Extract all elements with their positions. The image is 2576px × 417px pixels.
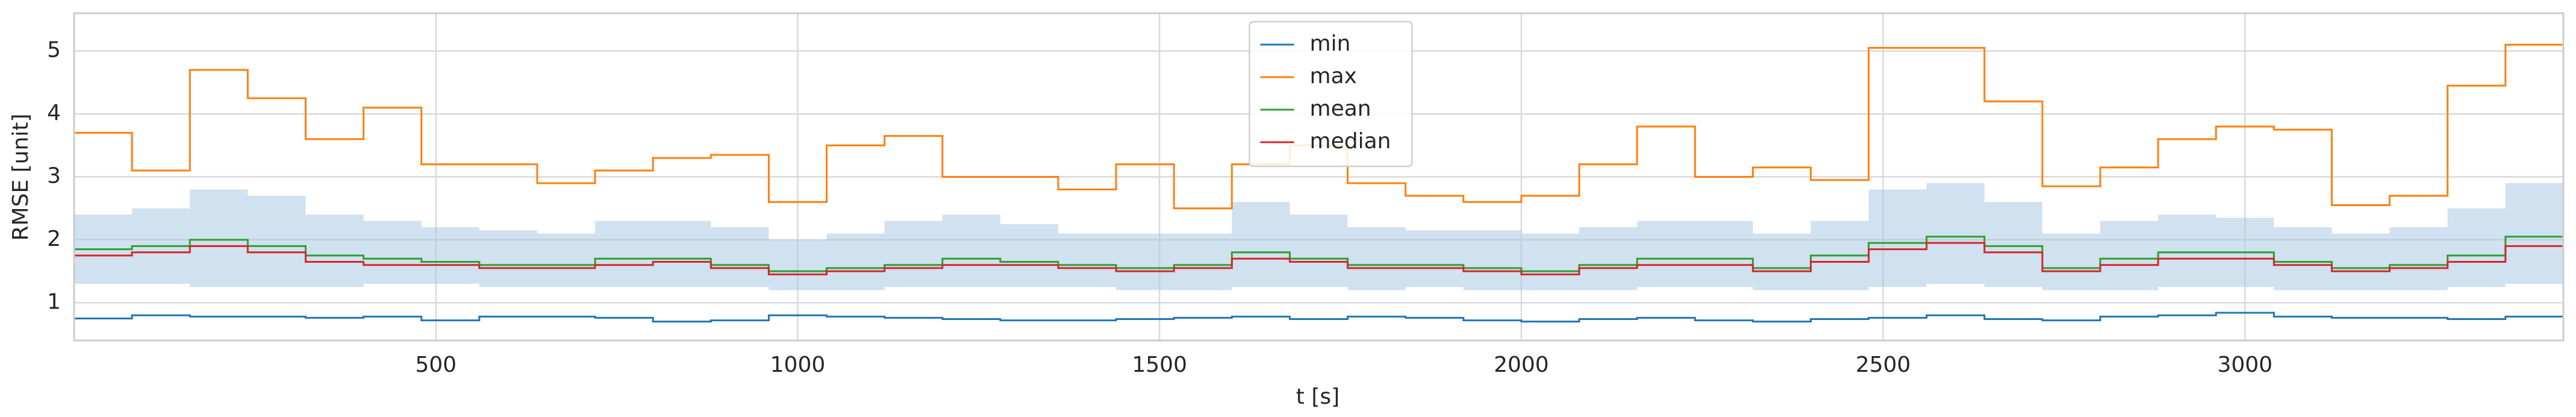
x-axis-label: t [s]	[1296, 384, 1339, 409]
spread-band	[74, 183, 2563, 290]
legend-label: min	[1310, 31, 1351, 56]
y-tick-label: 3	[47, 164, 61, 189]
legend-label: max	[1310, 64, 1357, 89]
x-tick-label: 1500	[1132, 353, 1187, 377]
y-tick-label: 5	[47, 38, 61, 63]
legend-label: mean	[1310, 96, 1371, 121]
plot-frame	[73, 12, 2565, 342]
x-tick-label: 2500	[1856, 353, 1911, 377]
series-line	[74, 242, 2565, 275]
x-tick-label: 2000	[1494, 353, 1549, 377]
x-tick-label: 1000	[770, 353, 826, 377]
y-tick-label: 1	[47, 289, 61, 314]
legend-box	[1249, 20, 1413, 168]
series-line	[74, 312, 2565, 323]
x-tick-label: 3000	[2218, 353, 2273, 377]
legend-label: median	[1310, 129, 1391, 154]
x-tick-label: 500	[415, 353, 457, 377]
y-tick-label: 2	[47, 227, 61, 251]
series-line	[74, 236, 2565, 272]
y-tick-label: 4	[47, 101, 61, 125]
y-axis-label: RMSE [unit]	[8, 114, 33, 241]
